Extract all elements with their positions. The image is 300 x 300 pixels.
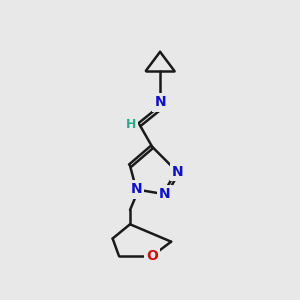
Text: O: O bbox=[146, 249, 158, 263]
Text: N: N bbox=[172, 165, 183, 179]
Text: N: N bbox=[130, 182, 142, 197]
Text: N: N bbox=[154, 95, 166, 110]
Text: N: N bbox=[159, 187, 171, 201]
Text: H: H bbox=[126, 118, 136, 131]
